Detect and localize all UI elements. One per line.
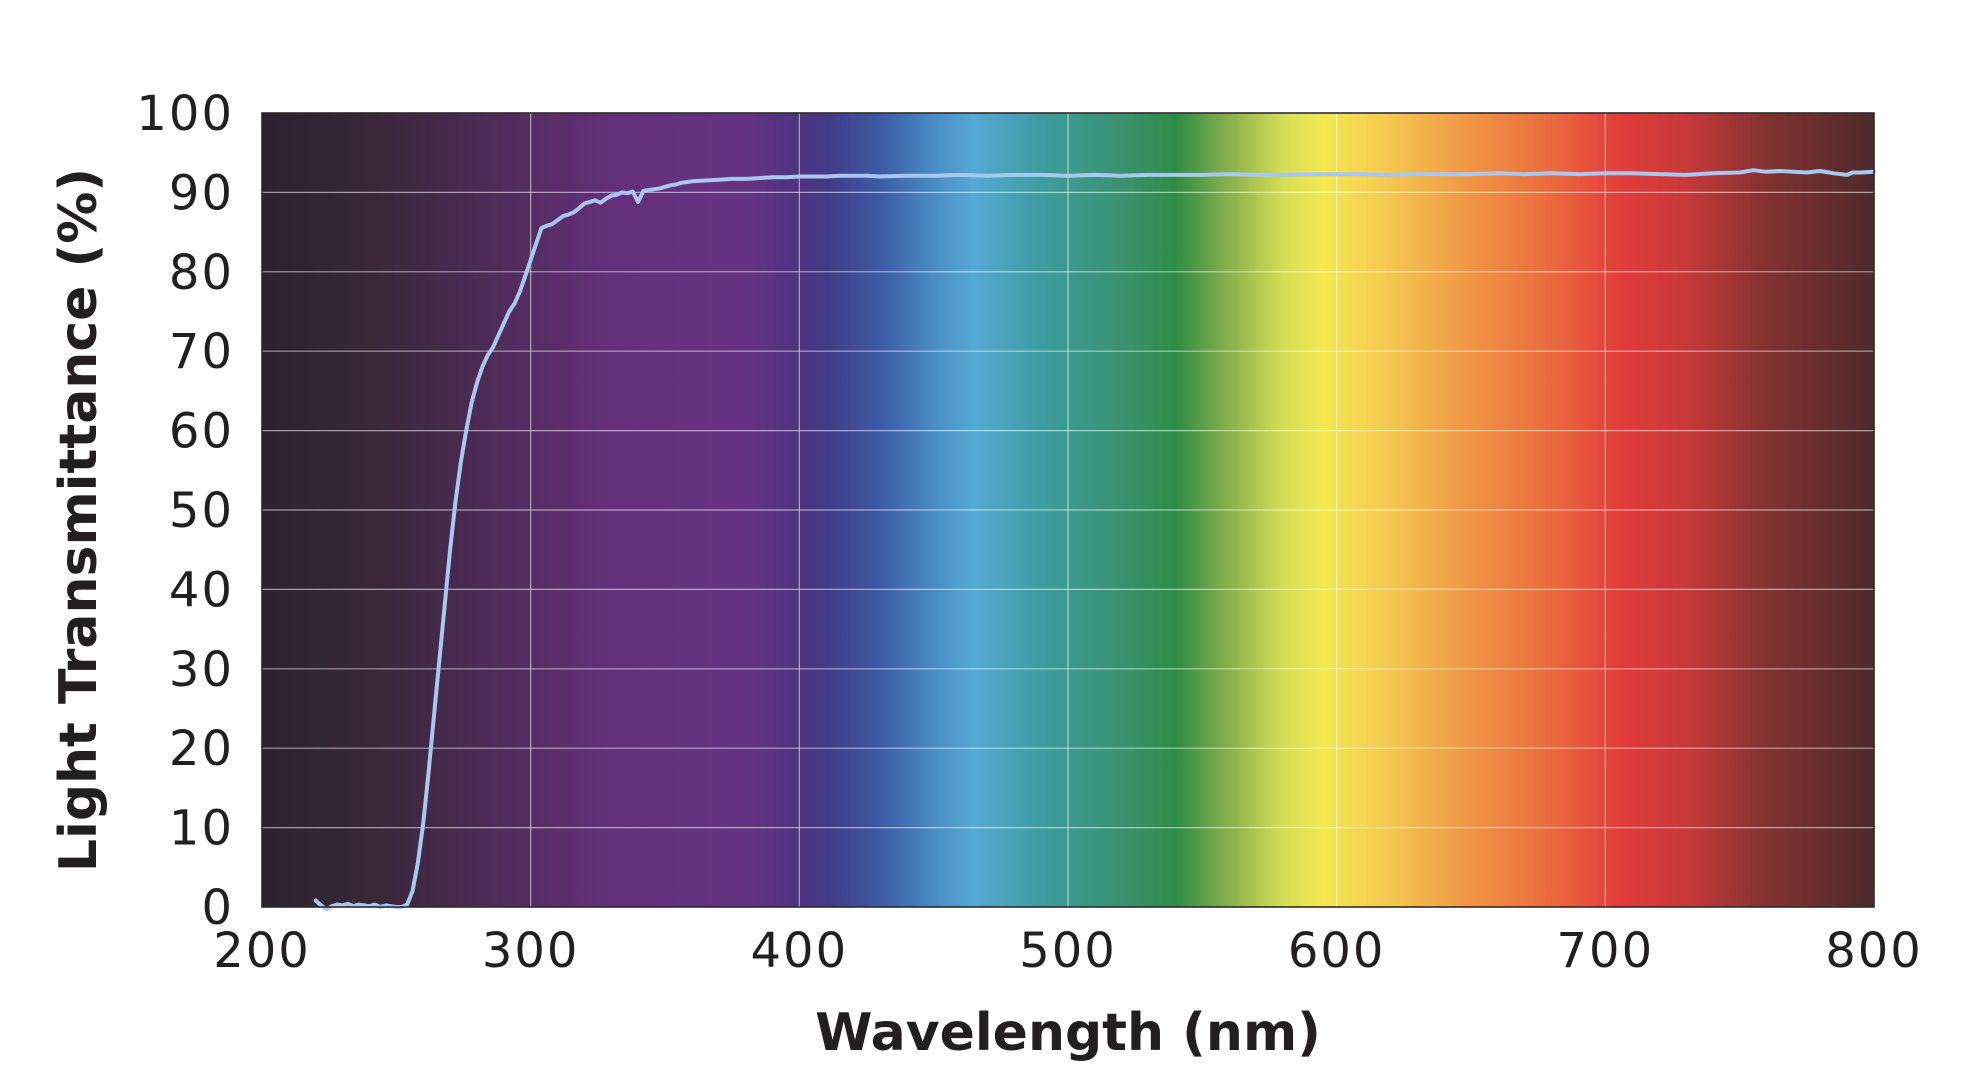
y-tick-label-60: 60 <box>169 404 234 460</box>
y-axis-title: Light Transmittance (%) <box>49 168 109 872</box>
x-axis-title: Wavelength (nm) <box>815 1003 1321 1063</box>
series-line-0 <box>313 168 1876 912</box>
y-tick-label-0: 0 <box>201 880 234 936</box>
x-tick-label-800: 800 <box>1825 923 1923 979</box>
x-tick-label-600: 600 <box>1288 923 1386 979</box>
y-tick-labels: 0 10 20 30 40 50 60 70 80 90 100 <box>136 86 234 936</box>
y-tick-label-20: 20 <box>169 721 234 777</box>
y-tick-label-10: 10 <box>169 801 234 857</box>
x-tick-label-500: 500 <box>1019 923 1117 979</box>
y-tick-label-40: 40 <box>169 562 234 618</box>
x-tick-label-400: 400 <box>751 923 849 979</box>
x-tick-labels: 200 300 400 500 600 700 800 <box>213 923 1923 979</box>
x-tick-label-300: 300 <box>482 923 580 979</box>
x-tick-label-700: 700 <box>1557 923 1655 979</box>
y-tick-label-70: 70 <box>169 324 234 380</box>
plot-frame <box>261 112 1875 908</box>
y-tick-label-90: 90 <box>169 165 234 221</box>
y-tick-label-80: 80 <box>169 245 234 301</box>
y-tick-label-30: 30 <box>169 642 234 698</box>
series-group <box>313 168 1876 912</box>
y-tick-label-100: 100 <box>136 86 234 142</box>
x-tick-label-200: 200 <box>213 923 311 979</box>
y-tick-label-50: 50 <box>169 483 234 539</box>
